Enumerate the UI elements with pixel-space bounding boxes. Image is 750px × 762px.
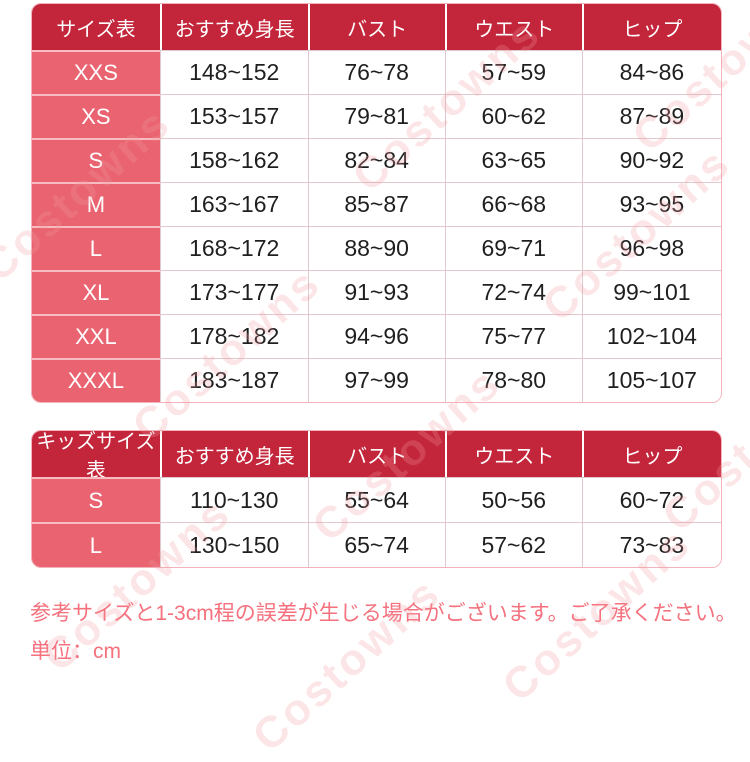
measurement-cell: 63~65 xyxy=(444,138,582,182)
measurement-cell: 84~86 xyxy=(581,50,721,94)
header-cell-height: おすすめ身長 xyxy=(159,431,308,477)
size-label-cell: XS xyxy=(32,94,160,138)
table-row-kids-l: L 130~150 65~74 57~62 73~83 xyxy=(32,522,721,567)
header-cell-hip: ヒップ xyxy=(581,431,721,477)
measurement-cell: 94~96 xyxy=(307,314,445,358)
measurement-cell: 173~177 xyxy=(159,270,308,314)
measurement-cell: 76~78 xyxy=(307,50,445,94)
table-row-l: L 168~172 88~90 69~71 96~98 xyxy=(32,226,721,270)
adult-size-table: サイズ表 おすすめ身長 バスト ウエスト ヒップ XXS 148~152 76~… xyxy=(31,3,722,403)
header-cell-height: おすすめ身長 xyxy=(159,4,308,50)
size-label-cell: L xyxy=(32,226,160,270)
measurement-cell: 69~71 xyxy=(444,226,582,270)
measurement-cell: 158~162 xyxy=(159,138,308,182)
measurement-cell: 96~98 xyxy=(581,226,721,270)
measurement-cell: 97~99 xyxy=(307,358,445,402)
measurement-cell: 130~150 xyxy=(159,522,308,567)
measurement-cell: 148~152 xyxy=(159,50,308,94)
size-label-cell: XL xyxy=(32,270,160,314)
measurement-cell: 79~81 xyxy=(307,94,445,138)
measurement-cell: 87~89 xyxy=(581,94,721,138)
header-cell-kids-size: キッズサイズ表 xyxy=(32,431,160,477)
kids-table-header-row: キッズサイズ表 おすすめ身長 バスト ウエスト ヒップ xyxy=(32,431,721,477)
size-label-cell: XXXL xyxy=(32,358,160,402)
measurement-cell: 72~74 xyxy=(444,270,582,314)
measurement-cell: 50~56 xyxy=(444,477,582,522)
measurement-cell: 66~68 xyxy=(444,182,582,226)
table-row-xl: XL 173~177 91~93 72~74 99~101 xyxy=(32,270,721,314)
measurement-cell: 82~84 xyxy=(307,138,445,182)
table-row-xxxl: XXXL 183~187 97~99 78~80 105~107 xyxy=(32,358,721,402)
measurement-cell: 93~95 xyxy=(581,182,721,226)
measurement-cell: 60~72 xyxy=(581,477,721,522)
kids-size-table: キッズサイズ表 おすすめ身長 バスト ウエスト ヒップ S 110~130 55… xyxy=(31,430,722,568)
measurement-cell: 168~172 xyxy=(159,226,308,270)
header-cell-waist: ウエスト xyxy=(444,431,582,477)
measurement-cell: 90~92 xyxy=(581,138,721,182)
measurement-cell: 73~83 xyxy=(581,522,721,567)
size-label-cell: M xyxy=(32,182,160,226)
size-label-cell: S xyxy=(32,138,160,182)
header-cell-hip: ヒップ xyxy=(581,4,721,50)
size-label-cell: XXS xyxy=(32,50,160,94)
header-cell-bust: バスト xyxy=(307,4,445,50)
measurement-cell: 183~187 xyxy=(159,358,308,402)
header-cell-waist: ウエスト xyxy=(444,4,582,50)
table-row-xs: XS 153~157 79~81 60~62 87~89 xyxy=(32,94,721,138)
measurement-cell: 99~101 xyxy=(581,270,721,314)
measurement-cell: 65~74 xyxy=(307,522,445,567)
measurement-cell: 57~62 xyxy=(444,522,582,567)
measurement-cell: 78~80 xyxy=(444,358,582,402)
measurement-cell: 110~130 xyxy=(159,477,308,522)
size-label-cell: XXL xyxy=(32,314,160,358)
measurement-cell: 163~167 xyxy=(159,182,308,226)
size-label-cell: S xyxy=(32,477,160,522)
table-row-xxl: XXL 178~182 94~96 75~77 102~104 xyxy=(32,314,721,358)
measurement-cell: 91~93 xyxy=(307,270,445,314)
measurement-cell: 75~77 xyxy=(444,314,582,358)
measurement-cell: 57~59 xyxy=(444,50,582,94)
measurement-cell: 55~64 xyxy=(307,477,445,522)
header-cell-bust: バスト xyxy=(307,431,445,477)
size-tolerance-note: 参考サイズと1-3cm程の誤差が生じる場合がございます。ご了承ください。 xyxy=(30,602,737,625)
table-row-m: M 163~167 85~87 66~68 93~95 xyxy=(32,182,721,226)
size-label-cell: L xyxy=(32,522,160,567)
measurement-cell: 88~90 xyxy=(307,226,445,270)
unit-note: 単位：cm xyxy=(30,640,121,663)
measurement-cell: 60~62 xyxy=(444,94,582,138)
measurement-cell: 105~107 xyxy=(581,358,721,402)
adult-table-header-row: サイズ表 おすすめ身長 バスト ウエスト ヒップ xyxy=(32,4,721,50)
table-row-xxs: XXS 148~152 76~78 57~59 84~86 xyxy=(32,50,721,94)
header-cell-size: サイズ表 xyxy=(32,4,160,50)
measurement-cell: 102~104 xyxy=(581,314,721,358)
measurement-cell: 153~157 xyxy=(159,94,308,138)
table-row-s: S 158~162 82~84 63~65 90~92 xyxy=(32,138,721,182)
measurement-cell: 178~182 xyxy=(159,314,308,358)
measurement-cell: 85~87 xyxy=(307,182,445,226)
table-row-kids-s: S 110~130 55~64 50~56 60~72 xyxy=(32,477,721,522)
